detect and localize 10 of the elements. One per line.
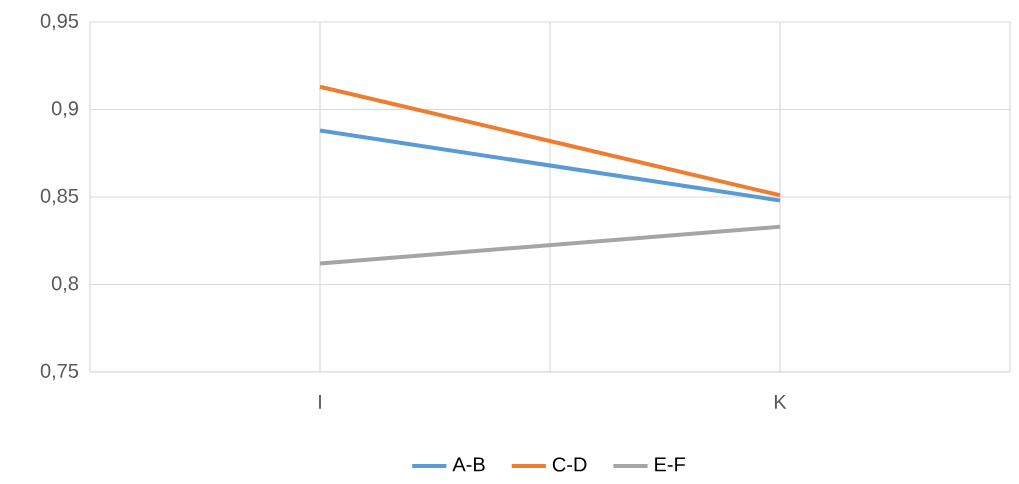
x-tick-label: K [774, 395, 787, 409]
x-tick-label: I [319, 395, 321, 409]
y-tick-label: 0,75 [40, 363, 79, 381]
y-tick-label: 0,85 [40, 188, 79, 206]
y-tick-label: 0,8 [51, 276, 79, 293]
legend-label: A-B [452, 457, 485, 472]
y-tick-label: 0,9 [51, 101, 79, 118]
legend-label: E-F [655, 457, 685, 472]
legend-label: C-D [552, 457, 587, 472]
y-tick-label: 0,95 [40, 13, 79, 31]
